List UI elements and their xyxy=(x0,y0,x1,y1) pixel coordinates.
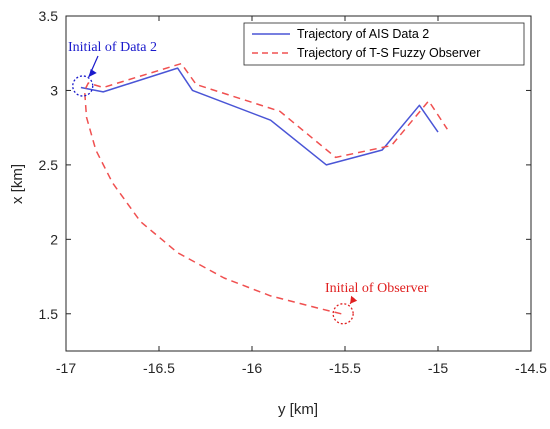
observer-initial-marker xyxy=(332,303,354,325)
series-line-1 xyxy=(83,62,448,315)
y-tick-label: 3.5 xyxy=(39,8,59,24)
legend-box xyxy=(243,22,525,66)
y-axis-label: x [km] xyxy=(9,164,26,204)
data2-arrow-head xyxy=(88,68,97,77)
x-tick-label: -15 xyxy=(428,360,448,376)
x-tick-label: -15.5 xyxy=(329,360,361,376)
x-tick-label: -16.5 xyxy=(143,360,175,376)
annotations: Initial of Data 2 Initial of Observer xyxy=(68,40,429,325)
x-tick-label: -17 xyxy=(56,360,76,376)
x-tick-label: -16 xyxy=(242,360,262,376)
y-tick-label: 1.5 xyxy=(39,306,59,322)
y-tick-label: 2 xyxy=(50,231,58,247)
data2-initial-marker xyxy=(72,75,94,97)
y-tick-label: 2.5 xyxy=(39,157,59,173)
legend-label-ais: Trajectory of AIS Data 2 xyxy=(297,27,429,41)
observer-arrow-head xyxy=(350,295,358,304)
series-line-0 xyxy=(80,67,439,166)
x-tick-label: -14.5 xyxy=(515,360,547,376)
axis-ticks: -17 -16.5 -16 -15.5 -15 -14.5 1.5 2 2.5 3 3.5 xyxy=(39,8,548,376)
observer-initial-label: Initial of Observer xyxy=(325,281,429,296)
y-tick-label: 3 xyxy=(50,82,58,98)
plot-area xyxy=(65,15,532,352)
legend: Trajectory of AIS Data 2 Trajectory of T… xyxy=(243,22,525,66)
x-axis-label: y [km] xyxy=(278,401,318,418)
data2-initial-label: Initial of Data 2 xyxy=(68,40,157,55)
series-group xyxy=(80,62,448,315)
legend-label-observer: Trajectory of T-S Fuzzy Observer xyxy=(297,46,480,60)
